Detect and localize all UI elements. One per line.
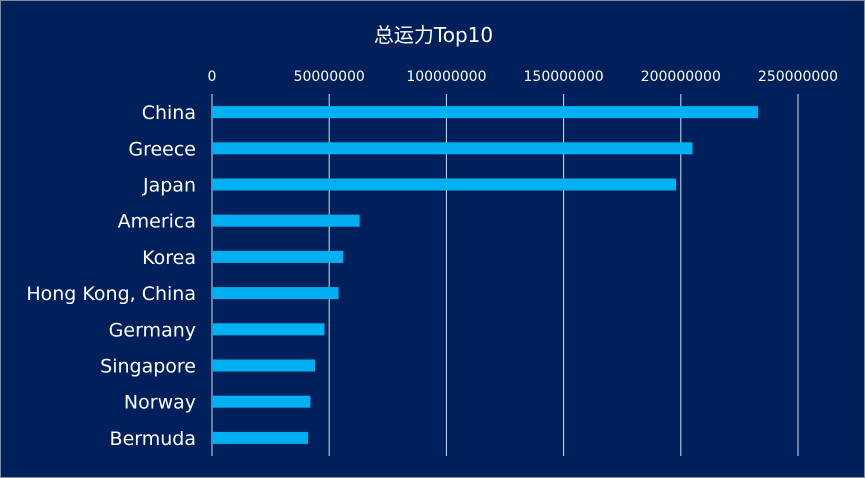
bar — [212, 214, 360, 227]
bar — [212, 142, 693, 155]
x-tick-label: 100000000 — [406, 69, 486, 85]
category-label: Singapore — [100, 356, 196, 378]
bar — [212, 431, 309, 444]
bar — [212, 106, 759, 119]
category-label: America — [118, 211, 196, 233]
category-label: Japan — [142, 175, 196, 197]
x-tick-label: 50000000 — [294, 69, 365, 85]
category-label: Norway — [124, 392, 196, 414]
bar — [212, 395, 311, 408]
x-tick-label: 150000000 — [524, 69, 604, 85]
x-tick-label: 0 — [208, 69, 217, 85]
bar — [212, 250, 344, 263]
chart-title: 总运力Top10 — [373, 23, 494, 47]
category-label: Korea — [142, 247, 196, 269]
bar — [212, 323, 325, 336]
category-label: China — [142, 102, 196, 124]
bar — [212, 178, 677, 191]
bar — [212, 359, 316, 372]
category-label: Germany — [109, 319, 196, 341]
category-label: Bermuda — [110, 428, 196, 450]
category-label: Hong Kong, China — [26, 283, 196, 305]
category-label: Greece — [128, 138, 196, 160]
x-tick-label: 200000000 — [641, 69, 721, 85]
bar — [212, 287, 339, 300]
x-tick-label: 250000000 — [758, 69, 838, 85]
